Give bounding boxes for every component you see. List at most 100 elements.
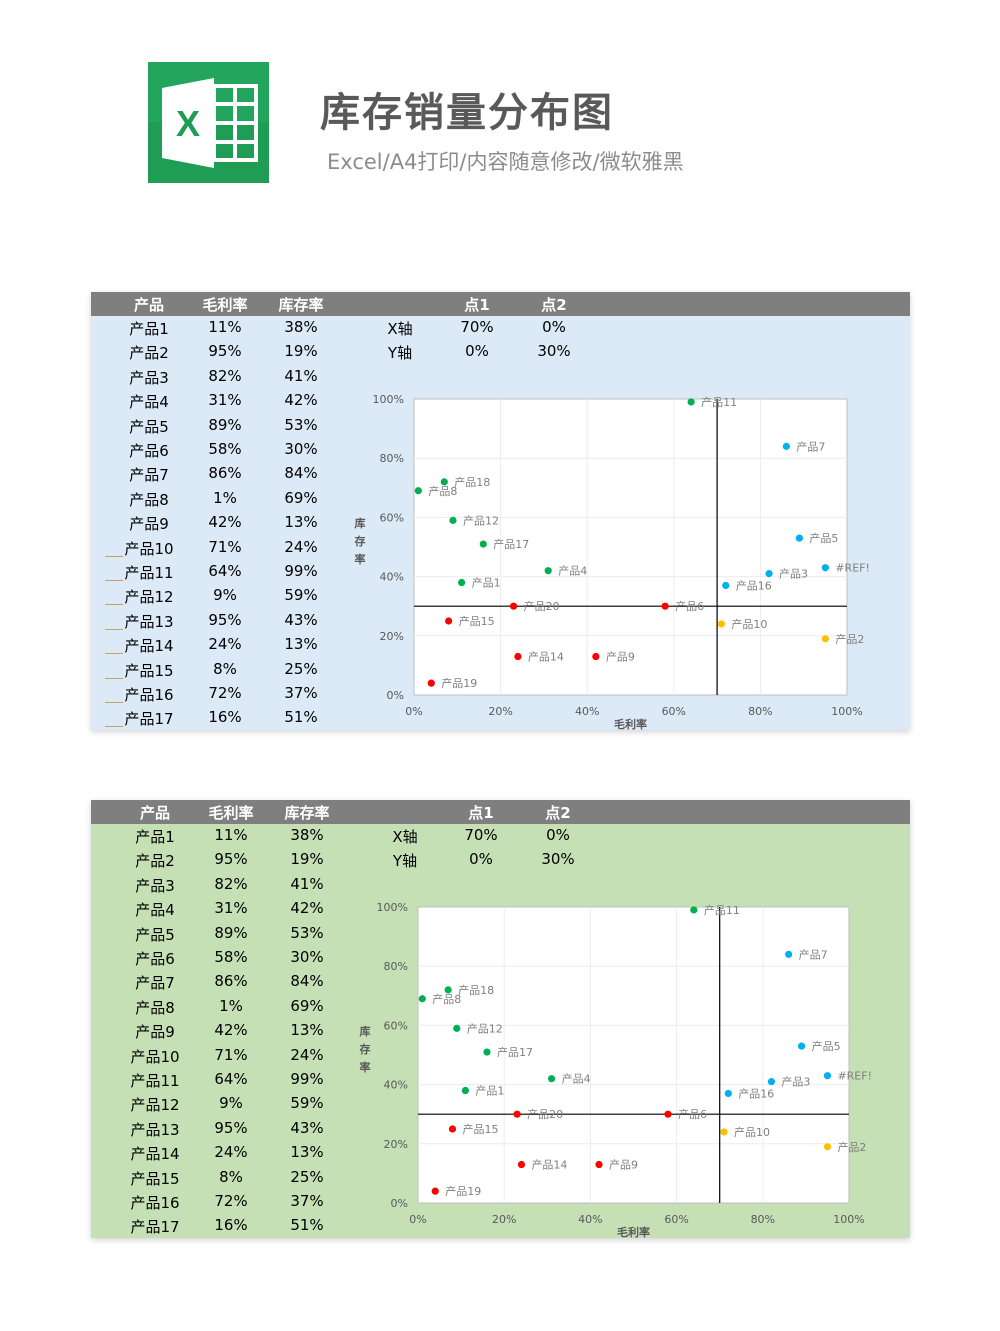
data-label: 产品10	[734, 1125, 770, 1139]
product-name-cell: 产品11	[124, 564, 174, 582]
product-name-cell: 产品3	[135, 876, 175, 895]
margin-cell: 1%	[213, 488, 237, 507]
data-label: 产品20	[524, 599, 560, 613]
product-name-cell: 产品16	[124, 686, 174, 704]
data-point	[821, 635, 829, 643]
x-tick-label: 100%	[833, 1213, 864, 1226]
data-label: 产品15	[462, 1122, 498, 1136]
data-point	[821, 564, 829, 572]
margin-cell: 8%	[213, 659, 237, 678]
data-label: 产品2	[835, 632, 864, 646]
stock-cell: 38%	[284, 318, 318, 336]
data-point	[592, 652, 600, 661]
stock-cell: 13%	[290, 1143, 324, 1162]
product-name-cell: 产品6	[129, 442, 169, 460]
data-point	[414, 487, 422, 495]
margin-cell: 82%	[214, 874, 248, 893]
data-point	[509, 602, 518, 610]
header-cell: 毛利率	[208, 804, 254, 822]
data-label: 产品18	[454, 475, 490, 489]
margin-cell: 89%	[208, 415, 242, 434]
margin-cell: 58%	[214, 948, 248, 966]
data-label: 产品19	[441, 676, 477, 690]
x-tick-label: 80%	[751, 1213, 775, 1226]
cell-corner-mark	[105, 604, 123, 606]
product-name-cell: 产品12	[130, 1096, 180, 1115]
plot-area	[417, 906, 850, 1204]
product-name-cell: 产品11	[130, 1072, 180, 1090]
data-point	[449, 516, 457, 524]
stock-cell: 37%	[290, 1192, 324, 1210]
stock-cell: 24%	[284, 537, 318, 556]
data-point	[720, 1128, 728, 1136]
data-point	[458, 578, 466, 587]
product-name-cell: 产品13	[130, 1120, 180, 1139]
data-label: 产品18	[458, 983, 494, 997]
stock-cell: 43%	[284, 610, 318, 629]
data-label: 产品5	[809, 531, 838, 545]
data-point	[782, 442, 790, 450]
data-label: 产品11	[704, 903, 740, 917]
data-point	[448, 1125, 457, 1133]
x-tick-label: 100%	[831, 705, 862, 718]
data-point	[440, 478, 448, 486]
product-name-cell: 产品7	[129, 466, 169, 485]
data-label: 产品16	[736, 578, 772, 592]
x-tick-label: 20%	[492, 1213, 516, 1226]
product-name-cell: 产品4	[135, 901, 175, 920]
axis-label-cell: X轴	[387, 320, 413, 338]
data-point	[483, 1048, 491, 1056]
page-subtitle: Excel/A4打印/内容随意修改/微软雅黑	[327, 150, 684, 174]
product-name-cell: 产品1	[135, 828, 175, 846]
data-point	[544, 567, 552, 575]
product-name-cell: 产品14	[124, 637, 174, 656]
stock-cell: 30%	[290, 948, 324, 966]
margin-cell: 24%	[214, 1143, 248, 1162]
header-cell: 库存率	[278, 296, 324, 314]
data-point	[785, 950, 793, 958]
x-tick-label: 0%	[409, 1213, 426, 1226]
data-point	[431, 1187, 439, 1195]
y-tick-label: 80%	[380, 452, 404, 465]
data-label: 产品19	[445, 1184, 481, 1198]
stock-cell: 99%	[290, 1070, 324, 1088]
data-point	[418, 995, 426, 1003]
margin-cell: 86%	[214, 972, 248, 991]
data-label: 产品6	[678, 1107, 707, 1121]
header-cell: 毛利率	[202, 296, 248, 314]
data-label: 产品10	[731, 617, 767, 631]
y-tick-label: 60%	[380, 511, 404, 524]
y-axis-title-char: 存	[355, 534, 366, 548]
data-point	[445, 617, 453, 625]
margin-cell: 71%	[214, 1045, 248, 1064]
product-name-cell: 产品15	[124, 661, 174, 680]
product-name-cell: 产品9	[129, 515, 169, 534]
y-tick-label: 100%	[377, 901, 408, 914]
y-axis-title-char: 库	[360, 1024, 371, 1038]
product-name-cell: 产品12	[124, 588, 174, 607]
point2-cell: 30%	[537, 342, 571, 361]
header-cell: 点1	[464, 296, 490, 314]
margin-cell: 95%	[208, 610, 242, 629]
margin-cell: 82%	[208, 366, 242, 385]
cell-corner-mark	[105, 653, 123, 655]
page-title: 库存销量分布图	[320, 90, 614, 136]
stock-cell: 25%	[284, 659, 318, 678]
header-cell: 产品	[133, 296, 165, 314]
product-name-cell: 产品7	[135, 974, 175, 993]
data-point	[453, 1024, 461, 1032]
x-axis-title: 毛利率	[614, 717, 647, 730]
sheet-green: 产品 毛利率 库存率 点1 点2 产品1 11% 38% 产品2 95% 19% 产品3 82% 41% 产…	[91, 800, 910, 1238]
stock-cell: 41%	[290, 874, 324, 893]
stock-cell: 38%	[290, 826, 324, 844]
header-cell: 点2	[545, 804, 571, 822]
header-cell: 产品	[139, 804, 171, 822]
point2-cell: 0%	[546, 826, 570, 844]
stock-cell: 84%	[290, 972, 324, 991]
data-label: 产品5	[812, 1039, 841, 1053]
data-point	[797, 1042, 806, 1050]
data-label: 产品4	[562, 1072, 591, 1086]
margin-cell: 72%	[208, 684, 242, 702]
product-name-cell: 产品17	[130, 1218, 180, 1237]
margin-cell: 64%	[208, 562, 242, 580]
